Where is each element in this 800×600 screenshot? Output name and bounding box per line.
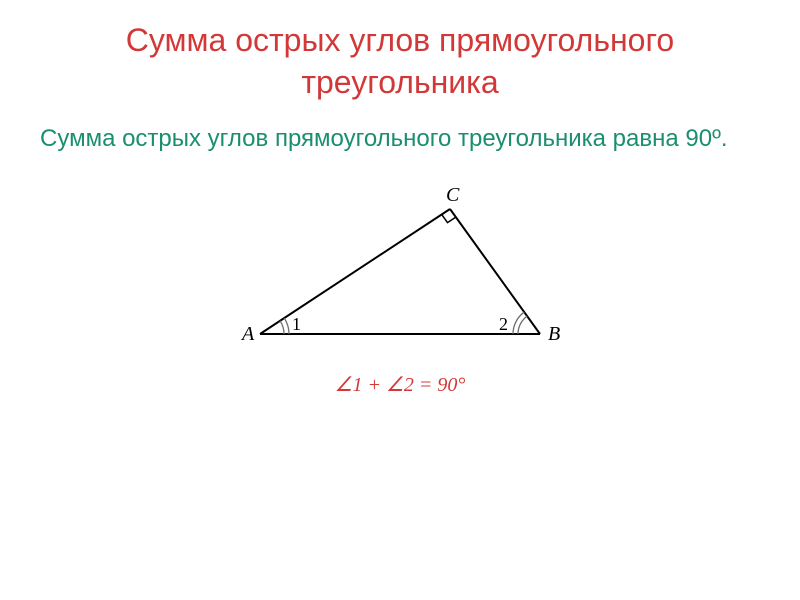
- svg-text:1: 1: [292, 314, 301, 334]
- svg-text:B: B: [548, 323, 560, 345]
- triangle-svg: A B C 1 2: [230, 164, 570, 364]
- angle-sum-formula: ∠1 + ∠2 = 90°: [0, 372, 800, 397]
- title-line-2: треугольника: [0, 62, 800, 104]
- title-line-1: Сумма острых углов прямоугольного: [0, 20, 800, 62]
- svg-text:2: 2: [499, 314, 508, 334]
- page-title: Сумма острых углов прямоугольного треуго…: [0, 0, 800, 103]
- theorem-text: Сумма острых углов прямоугольного треуго…: [0, 103, 800, 154]
- svg-text:C: C: [446, 184, 460, 206]
- triangle-diagram: A B C 1 2: [0, 164, 800, 364]
- svg-text:A: A: [240, 323, 255, 345]
